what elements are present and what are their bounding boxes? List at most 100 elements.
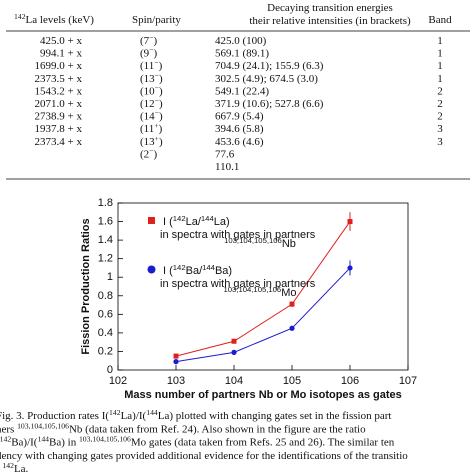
level: 1937.8 + x xyxy=(35,123,83,135)
text-run: La) plotted with changing gates set in t… xyxy=(158,410,392,422)
x-tick-label: 107 xyxy=(399,375,417,387)
text-run: Ba/ xyxy=(186,265,203,277)
point xyxy=(289,325,295,331)
transitions: 453.6 (4.6) xyxy=(215,136,264,148)
transitions: 371.9 (10.6); 527.8 (6.6) xyxy=(215,98,324,110)
superscript: − xyxy=(155,96,159,105)
text-run: f xyxy=(0,463,2,474)
superscript: 142 xyxy=(109,408,121,417)
text-run: (7 xyxy=(140,35,150,47)
legend-marker xyxy=(147,265,156,274)
text-run: ) xyxy=(159,98,163,110)
level: 1699.0 + x xyxy=(35,60,83,72)
band: 1 xyxy=(437,73,443,85)
caption-line: Fig. 3. Production rates I(142La)/I(144L… xyxy=(0,408,391,423)
x-axis-label: Mass number of partners Nb or Mo isotope… xyxy=(124,389,402,401)
level: 425.0 + x xyxy=(40,35,82,47)
level: 2071.0 + x xyxy=(35,98,83,110)
x-tick-label: 103 xyxy=(167,375,185,387)
x-tick-label: 105 xyxy=(283,375,301,387)
superscript: 103,104,105,106 xyxy=(17,421,69,430)
spin-parity: (11+) xyxy=(140,121,163,136)
spin-parity: (14−) xyxy=(140,108,163,123)
transitions: 110.1 xyxy=(215,161,239,173)
legend-note: in spectra with gates in partners xyxy=(160,229,316,241)
legend-note: 103,104,105,106Mo xyxy=(224,285,297,300)
level: 2738.9 + x xyxy=(35,111,83,123)
text-run: I ( xyxy=(163,265,173,277)
legend-marker xyxy=(148,217,155,224)
band: 2 xyxy=(437,111,443,123)
text-run: ) xyxy=(154,148,158,160)
superscript: − xyxy=(155,83,159,92)
text-run: (12 xyxy=(140,98,155,110)
column-header: Spin/parity xyxy=(132,14,181,26)
text-run: ) xyxy=(159,60,163,72)
text-run: ) xyxy=(154,35,158,47)
superscript: 144 xyxy=(37,434,49,443)
text-run: (11 xyxy=(140,60,154,72)
text-run: Mo gates (data taken from Refs. 25 and 2… xyxy=(131,437,395,449)
text-run: ners xyxy=(0,423,17,435)
text-run: La/ xyxy=(186,216,202,228)
point xyxy=(289,301,295,307)
legend-label: I (142La/144La) xyxy=(163,214,230,229)
superscript: 144 xyxy=(146,408,158,417)
legend-label: I (142Ba/144Ba) xyxy=(163,263,232,278)
point xyxy=(347,265,353,271)
text-run: Ba)/I( xyxy=(11,437,38,449)
band: 1 xyxy=(437,35,443,47)
x-tick-label: 104 xyxy=(225,375,243,387)
legend-note: 103,104,105,106Nb xyxy=(224,236,296,251)
band: 1 xyxy=(437,48,443,60)
superscript: 103,104,105,106 xyxy=(79,434,131,443)
transitions: 704.9 (24.1); 155.9 (6.3) xyxy=(215,60,324,72)
y-tick-label: 0.6 xyxy=(98,308,113,320)
y-tick-label: 1.8 xyxy=(98,197,113,209)
level: 1543.2 + x xyxy=(35,85,83,97)
text-run: (13 xyxy=(140,136,155,148)
text-run: La. xyxy=(14,463,29,474)
y-tick-label: 0 xyxy=(107,364,113,376)
transitions: 667.9 (5.4) xyxy=(215,111,264,123)
point xyxy=(173,353,179,359)
column-header: 142La levels (keV) xyxy=(14,12,94,27)
superscript: 142 xyxy=(14,12,26,21)
superscript: + xyxy=(154,121,158,130)
superscript: − xyxy=(149,146,153,155)
band: 3 xyxy=(437,123,443,135)
text-run: ) xyxy=(159,123,163,135)
caption-line: f 142La. xyxy=(0,461,29,474)
text-run: La) xyxy=(214,216,230,228)
column-header: Band xyxy=(428,14,452,26)
transitions: 77.6 xyxy=(215,148,235,160)
spin-parity: (12−) xyxy=(140,96,163,111)
superscript: 144 xyxy=(202,263,216,272)
text-run: Ba) xyxy=(215,265,232,277)
spin-parity: (13−) xyxy=(140,70,163,85)
caption-line: dency with changing gates provided addit… xyxy=(0,450,408,462)
superscript: − xyxy=(155,70,159,79)
text-run: (14 xyxy=(140,111,155,123)
spin-parity: (2−) xyxy=(140,146,158,161)
column-header: their relative intensities (in brackets) xyxy=(249,15,411,27)
text-run: I ( xyxy=(163,216,173,228)
superscript: − xyxy=(149,45,153,54)
text-run: in spectra with gates in partners xyxy=(160,278,316,290)
spin-parity: (9−) xyxy=(140,45,158,60)
text-run: (11 xyxy=(140,123,154,135)
text-run: Ba) in xyxy=(49,437,79,449)
y-tick-label: 1 xyxy=(107,271,113,283)
series-line xyxy=(175,267,351,363)
y-tick-label: 1.4 xyxy=(98,234,113,246)
text-run: (13 xyxy=(140,73,155,85)
superscript: + xyxy=(155,133,159,142)
band: 3 xyxy=(437,136,443,148)
legend-note: in spectra with gates in partners xyxy=(160,278,316,290)
text-run: (9 xyxy=(140,48,150,60)
text-run: La)/I( xyxy=(121,410,147,422)
level: 2373.5 + x xyxy=(35,73,83,85)
point xyxy=(231,338,237,344)
